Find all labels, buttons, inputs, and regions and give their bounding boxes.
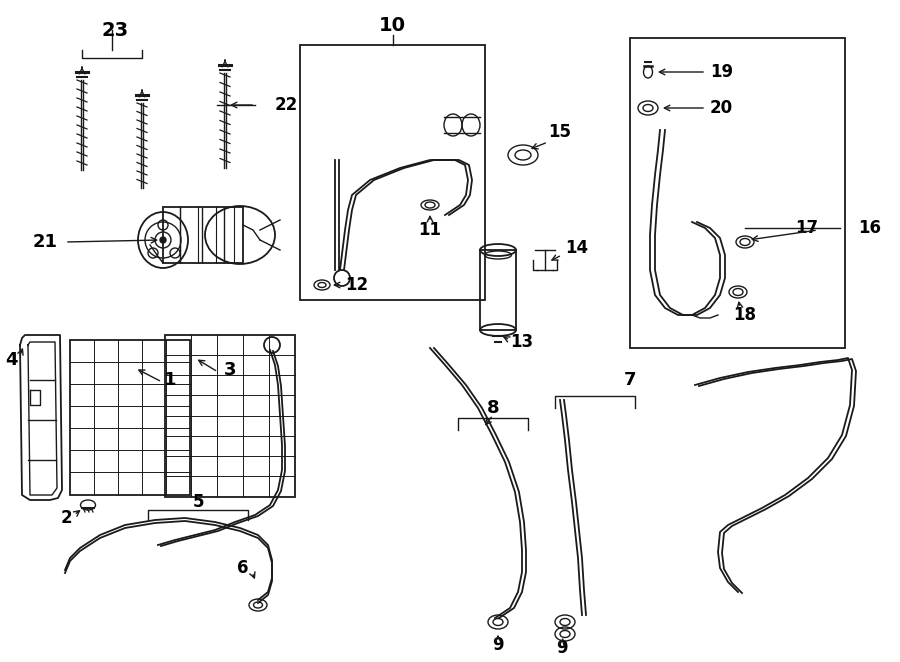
Text: 7: 7 xyxy=(624,371,636,389)
Text: 22: 22 xyxy=(275,96,298,114)
Text: 1: 1 xyxy=(164,371,176,389)
Circle shape xyxy=(160,237,166,243)
Text: 9: 9 xyxy=(556,639,568,657)
Text: 11: 11 xyxy=(418,221,442,239)
Text: 15: 15 xyxy=(548,123,572,141)
Text: 16: 16 xyxy=(858,219,881,237)
Text: 4: 4 xyxy=(5,351,18,369)
Text: 2: 2 xyxy=(60,509,72,527)
Text: 10: 10 xyxy=(379,15,406,34)
Text: 12: 12 xyxy=(345,276,368,294)
Text: 20: 20 xyxy=(710,99,734,117)
Text: 6: 6 xyxy=(237,559,248,577)
Bar xyxy=(630,38,845,348)
Text: 3: 3 xyxy=(224,361,236,379)
Text: 13: 13 xyxy=(510,333,533,351)
Text: 23: 23 xyxy=(102,21,129,40)
Bar xyxy=(70,340,190,495)
Text: 5: 5 xyxy=(193,493,203,511)
Text: 21: 21 xyxy=(33,233,58,251)
Bar xyxy=(163,207,243,263)
Text: 18: 18 xyxy=(734,306,757,324)
Text: 17: 17 xyxy=(795,219,818,237)
Text: 9: 9 xyxy=(492,636,504,654)
Bar xyxy=(300,45,485,300)
Text: 19: 19 xyxy=(710,63,734,81)
Bar xyxy=(165,335,295,497)
Text: 14: 14 xyxy=(565,239,588,257)
Bar xyxy=(480,250,516,330)
Text: 8: 8 xyxy=(487,399,500,417)
